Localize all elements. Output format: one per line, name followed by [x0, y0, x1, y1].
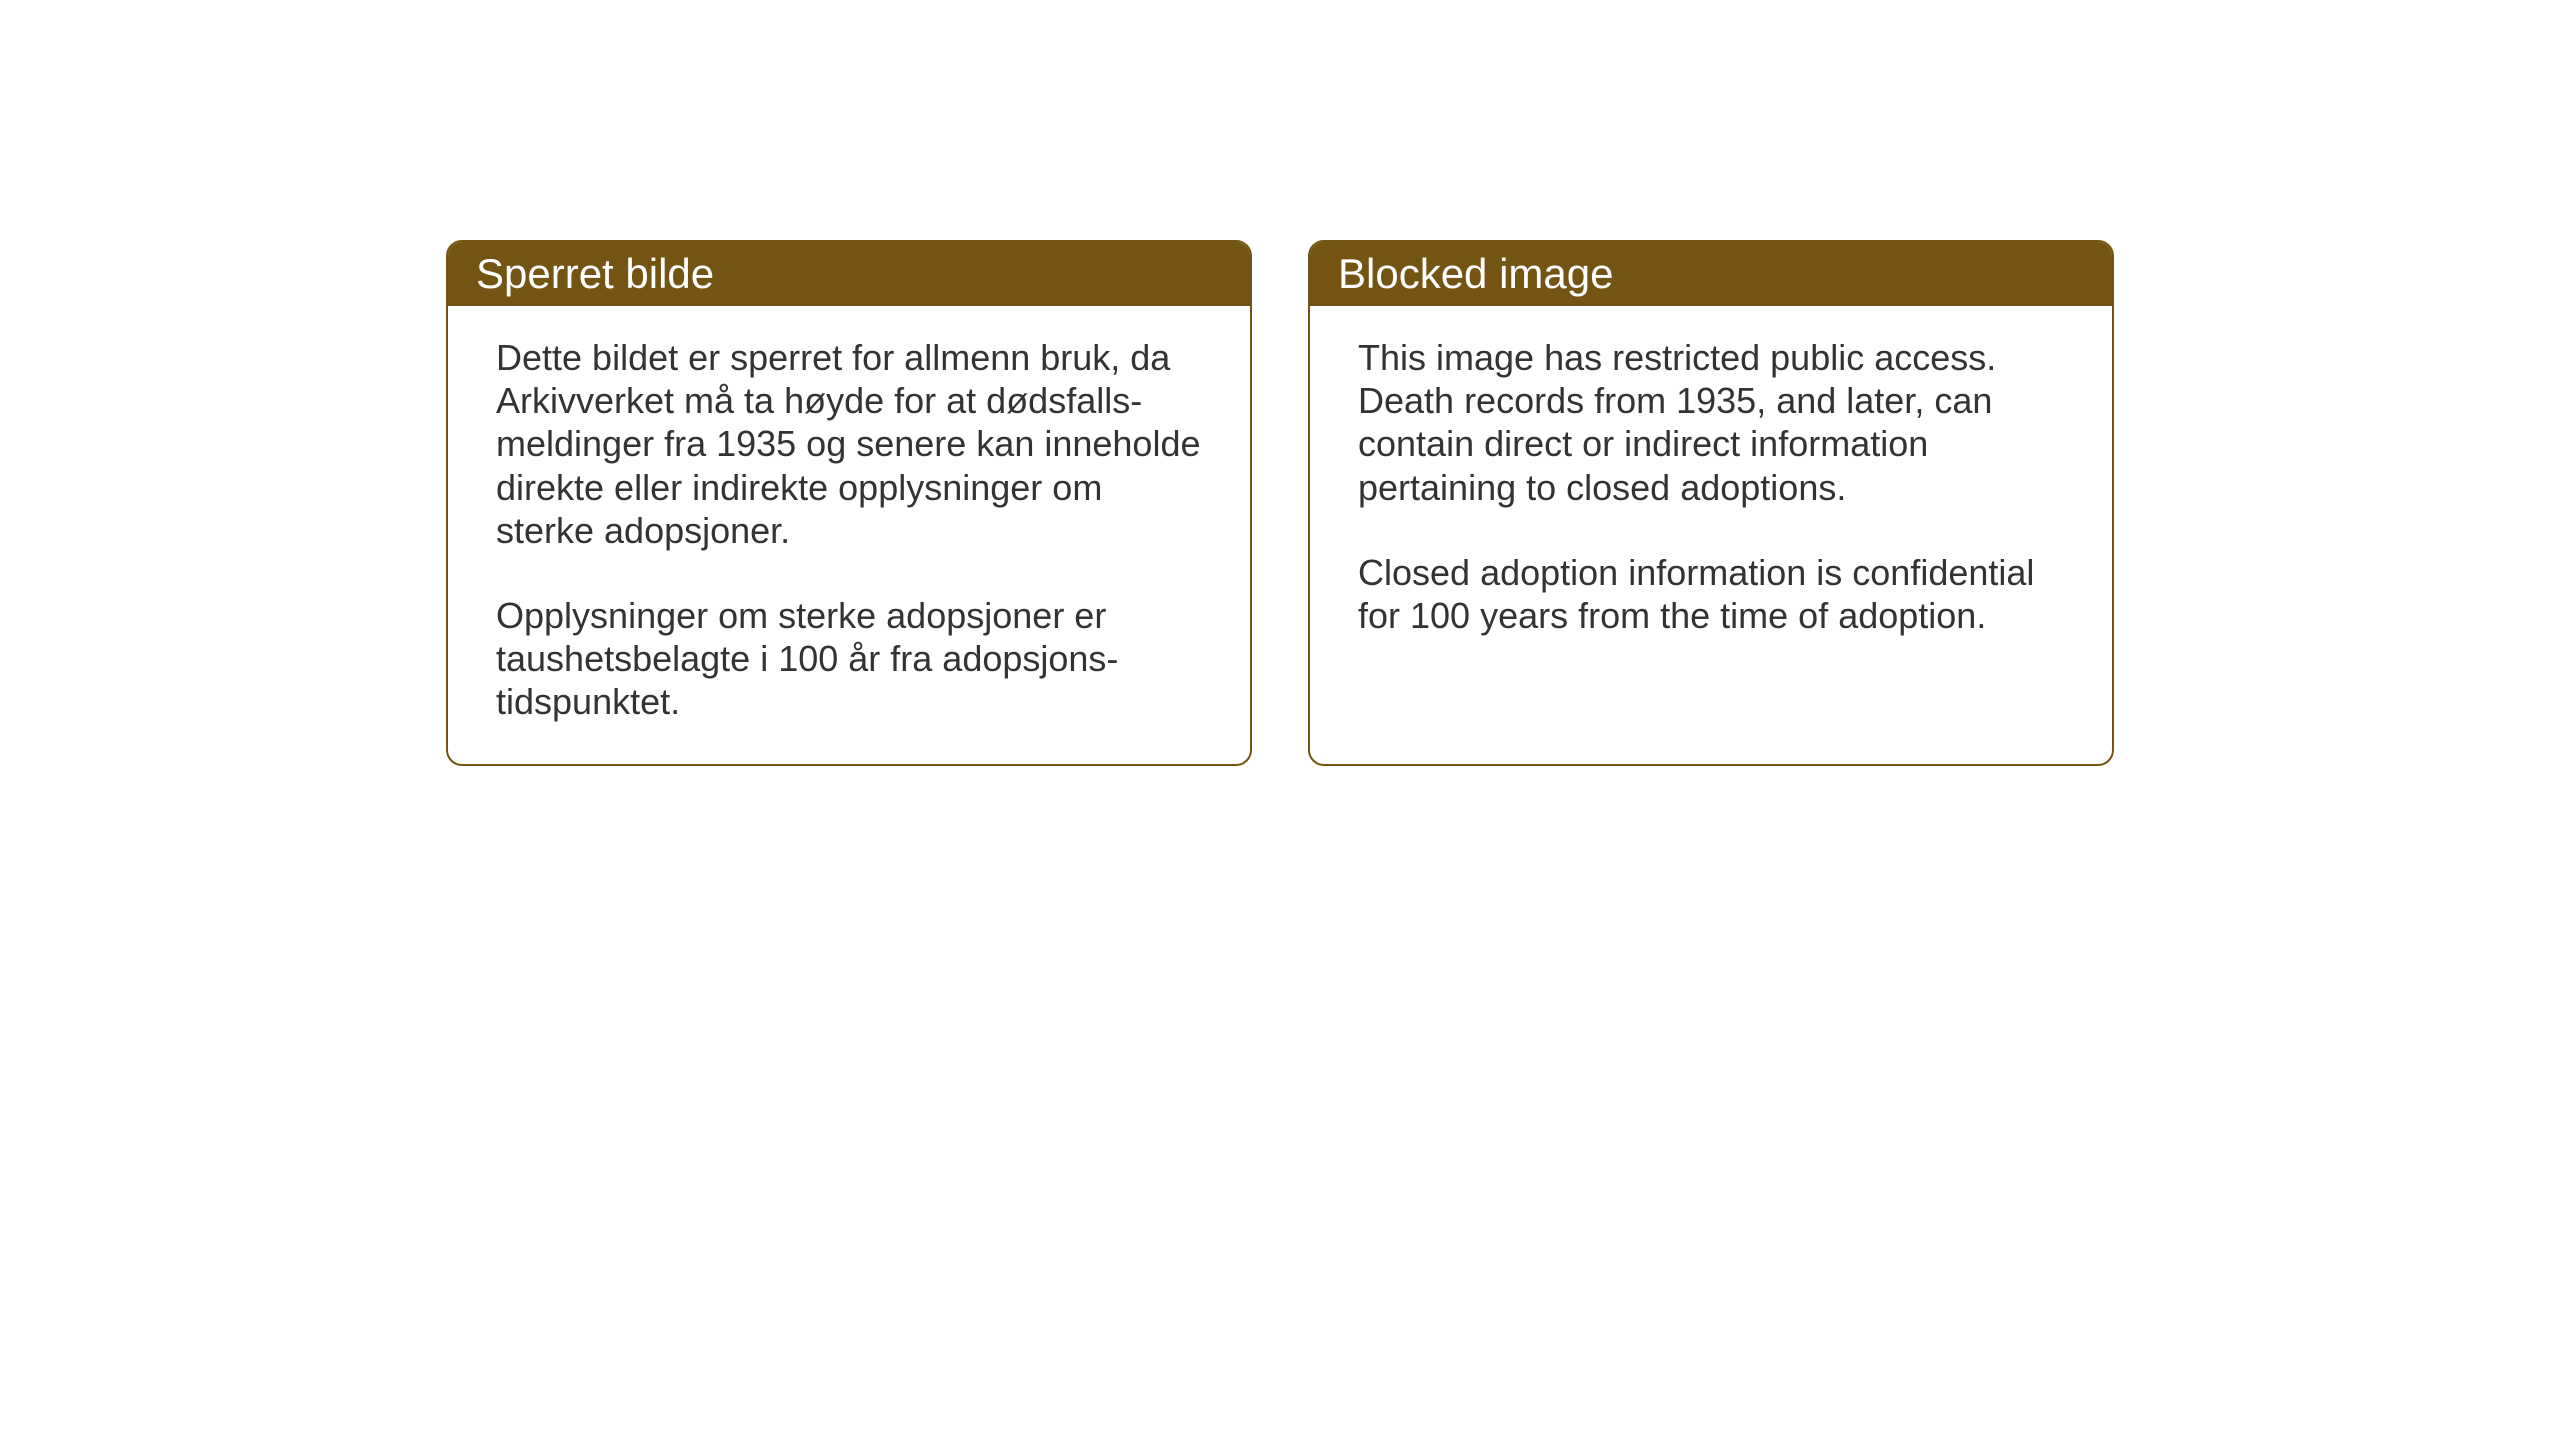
notice-container: Sperret bilde Dette bildet er sperret fo…	[446, 240, 2114, 766]
english-notice-box: Blocked image This image has restricted …	[1308, 240, 2114, 766]
english-box-header: Blocked image	[1310, 242, 2112, 306]
english-box-body: This image has restricted public access.…	[1310, 306, 2112, 677]
norwegian-notice-box: Sperret bilde Dette bildet er sperret fo…	[446, 240, 1252, 766]
english-title: Blocked image	[1338, 250, 1613, 297]
norwegian-title: Sperret bilde	[476, 250, 714, 297]
english-paragraph-2: Closed adoption information is confident…	[1358, 551, 2064, 637]
norwegian-paragraph-1: Dette bildet er sperret for allmenn bruk…	[496, 336, 1202, 552]
english-paragraph-1: This image has restricted public access.…	[1358, 336, 2064, 509]
norwegian-paragraph-2: Opplysninger om sterke adopsjoner er tau…	[496, 594, 1202, 724]
norwegian-box-header: Sperret bilde	[448, 242, 1250, 306]
norwegian-box-body: Dette bildet er sperret for allmenn bruk…	[448, 306, 1250, 764]
